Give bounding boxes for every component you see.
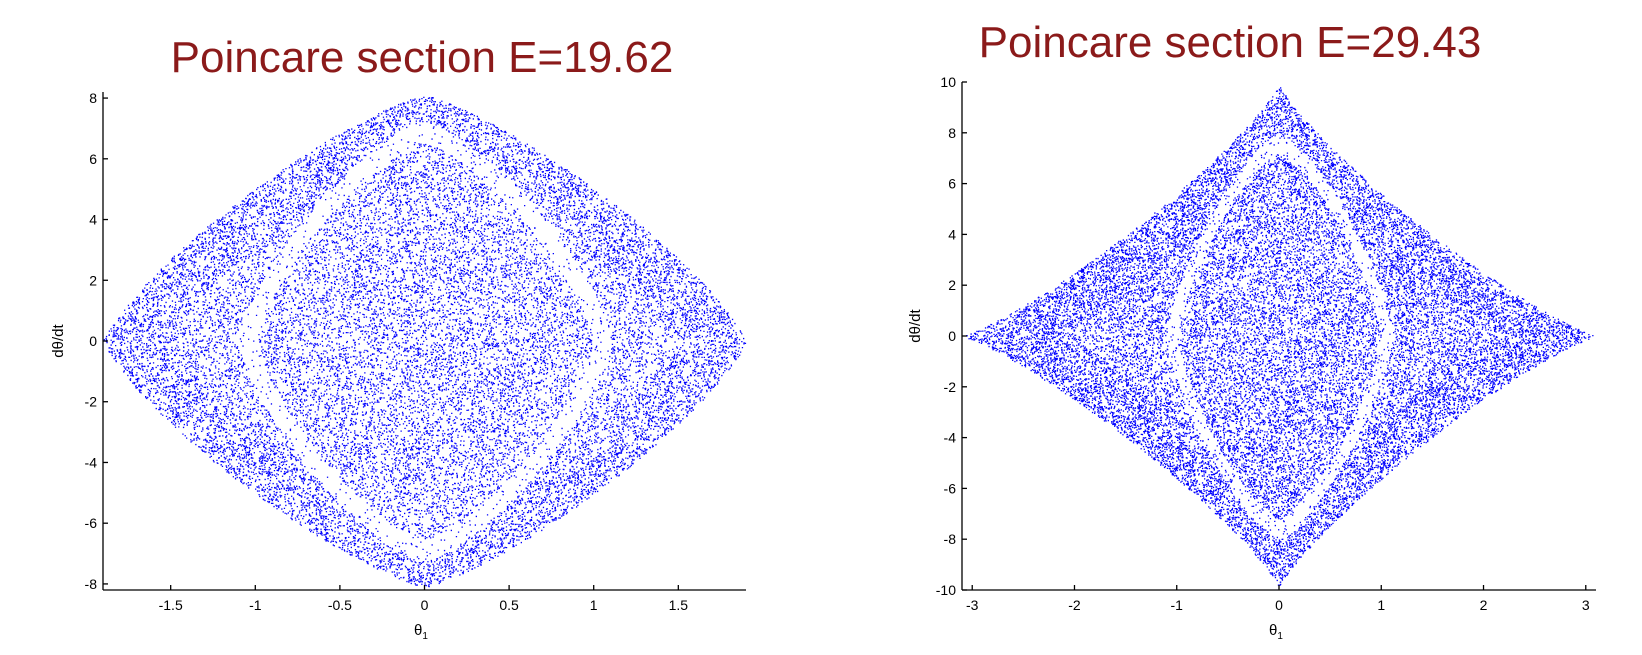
- y-axis-label: dθ/dt: [50, 323, 67, 357]
- x-axis-label: θ1: [1269, 622, 1283, 642]
- chart-right: Poincare section E=29.43 -3 -2 -1 0 1 2 3-10-8…: [907, 18, 1596, 642]
- y-tick-label: -8: [944, 531, 957, 547]
- scatter-points: [103, 96, 747, 588]
- y-tick-label: -4: [944, 430, 957, 446]
- x-tick-label: -3: [966, 597, 979, 613]
- x-tick-label: 3: [1582, 597, 1590, 613]
- scatter-point-cloud: [103, 96, 747, 588]
- x-axis-label: θ1: [414, 622, 428, 642]
- y-tick-label: 6: [948, 176, 956, 192]
- axis-ticks: -1.5 -1 -0.5 0 0.5 1 1.5 -8 -6 -4 -2 0 2 4 6 8: [85, 90, 689, 613]
- y-tick-label: -8: [85, 576, 98, 592]
- plot-area: [962, 82, 1596, 590]
- x-tick-label: 1.5: [669, 597, 689, 613]
- x-tick-label: 1: [590, 597, 598, 613]
- x-tick-label: -2: [1068, 597, 1081, 613]
- x-tick-label: 0: [421, 597, 429, 613]
- y-tick-label: 0: [89, 333, 97, 349]
- x-tick-label: -1: [1171, 597, 1184, 613]
- chart-title: Poincare section E=19.62: [171, 33, 674, 82]
- y-tick-label: -4: [85, 454, 98, 470]
- y-tick-label: -6: [85, 515, 98, 531]
- x-tick-label: -0.5: [328, 597, 352, 613]
- x-tick-label: 0: [1275, 597, 1283, 613]
- x-tick-label: -1.5: [159, 597, 183, 613]
- y-tick-label: -6: [944, 480, 957, 496]
- y-tick-label: 2: [948, 277, 956, 293]
- y-tick-label: 10: [940, 74, 956, 90]
- y-tick-label: -2: [944, 379, 957, 395]
- y-tick-label: -2: [85, 394, 98, 410]
- y-axis-label: dθ/dt: [907, 308, 924, 342]
- scatter-point-cloud: [966, 87, 1594, 586]
- y-tick-label: 4: [89, 212, 97, 228]
- y-tick-label: 4: [948, 226, 956, 242]
- chart-left: Poincare section E=19.62 -1.5 -1 -0.5 0 0.5 1…: [50, 33, 747, 642]
- scatter-points: [966, 87, 1594, 586]
- x-tick-label: -1: [249, 597, 262, 613]
- y-tick-label: 8: [948, 125, 956, 141]
- chart-title: Poincare section E=29.43: [979, 18, 1482, 67]
- x-tick-label: 0.5: [499, 597, 519, 613]
- y-tick-label: 6: [89, 151, 97, 167]
- y-tick-label: -10: [936, 582, 956, 598]
- y-tick-label: 2: [89, 272, 97, 288]
- x-tick-label: 2: [1480, 597, 1488, 613]
- y-tick-label: 8: [89, 90, 97, 106]
- x-tick-label: 1: [1377, 597, 1385, 613]
- y-tick-label: 0: [948, 328, 956, 344]
